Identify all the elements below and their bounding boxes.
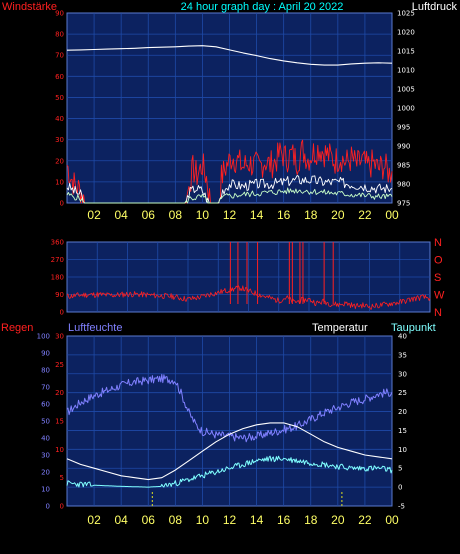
hour-tick-label: 14 [250, 208, 264, 222]
wind-low-line [66, 187, 393, 204]
dewpoint-line [66, 455, 393, 488]
rain-axis-title: Regen [1, 322, 33, 334]
temperature-tick-label: 15 [398, 427, 407, 435]
direction-tick-label: 90 [55, 291, 64, 299]
hour-tick-label: 08 [169, 513, 183, 527]
humidity-tick-label: 60 [41, 401, 50, 409]
rain-tick-label: 25 [55, 361, 64, 369]
wind-axis-title: Windstärke [2, 1, 57, 13]
humidity-axis-title: Luftfeuchte [68, 322, 122, 334]
humidity-tick-label: 90 [41, 350, 50, 358]
wind-tick-label: 20 [55, 157, 64, 165]
humidity-tick-label: 40 [41, 435, 50, 443]
pressure-line [66, 45, 393, 66]
pressure-tick-label: 980 [397, 181, 410, 189]
temperature-tick-label: 20 [398, 408, 407, 416]
pressure-tick-label: 1005 [397, 86, 415, 94]
rain-tick-label: 10 [55, 446, 64, 454]
hour-tick-label: 00 [385, 513, 399, 527]
rain-tick-label: 30 [55, 333, 64, 341]
hour-tick-label: 22 [358, 208, 372, 222]
dewpoint-axis-title: Taupunkt [391, 322, 436, 334]
temperature-tick-label: 40 [398, 333, 407, 341]
hour-tick-label: 04 [114, 513, 128, 527]
humidity-tick-label: 30 [41, 452, 50, 460]
pressure-tick-label: 1010 [397, 67, 415, 75]
hour-tick-label: 18 [304, 208, 318, 222]
pressure-tick-label: 990 [397, 143, 410, 151]
hour-tick-label: 06 [142, 208, 156, 222]
temperature-tick-label: 25 [398, 389, 407, 397]
compass-label: O [434, 255, 443, 267]
wind-direction-line [66, 285, 431, 310]
wind-tick-label: 60 [55, 73, 64, 81]
temperature-tick-label: 10 [398, 446, 407, 454]
hour-tick-label: 08 [169, 208, 183, 222]
pressure-tick-label: 995 [397, 124, 410, 132]
hour-tick-label: 22 [358, 513, 372, 527]
compass-label: N [434, 237, 442, 249]
hour-tick-label: 16 [277, 208, 291, 222]
humidity-line [66, 373, 393, 443]
humidity-tick-label: 100 [37, 333, 50, 341]
hour-tick-label: 18 [304, 513, 318, 527]
wind-tick-label: 50 [55, 94, 64, 102]
rain-tick-label: 5 [60, 474, 64, 482]
humidity-tick-label: 10 [41, 486, 50, 494]
temperature-line [66, 422, 393, 481]
compass-label: S [434, 272, 441, 284]
pressure-tick-label: 1025 [397, 10, 415, 18]
humidity-tick-label: 20 [41, 469, 50, 477]
direction-tick-label: 180 [51, 274, 64, 282]
wind-tick-label: 40 [55, 115, 64, 123]
rain-tick-label: 0 [60, 503, 64, 511]
rain-tick-label: 20 [55, 389, 64, 397]
hour-tick-label: 02 [87, 513, 101, 527]
pressure-tick-label: 985 [397, 162, 410, 170]
wind-tick-label: 70 [55, 52, 64, 60]
pressure-tick-label: 1015 [397, 48, 415, 56]
hour-tick-label: 14 [250, 513, 264, 527]
temperature-tick-label: -5 [398, 503, 405, 511]
wind-tick-label: 0 [60, 200, 64, 208]
hour-tick-label: 06 [142, 513, 156, 527]
hour-tick-label: 02 [87, 208, 101, 222]
humidity-tick-label: 70 [41, 384, 50, 392]
wind-tick-label: 10 [55, 178, 64, 186]
hour-tick-label: 10 [196, 208, 210, 222]
direction-tick-label: 360 [51, 239, 64, 247]
hour-tick-label: 10 [196, 513, 210, 527]
temperature-tick-label: 30 [398, 370, 407, 378]
hour-tick-label: 20 [331, 208, 345, 222]
chart-title: 24 hour graph day : April 20 2022 [181, 1, 344, 13]
rain-tick-label: 15 [55, 418, 64, 426]
hour-tick-label: 12 [223, 208, 237, 222]
compass-label: N [434, 307, 442, 319]
hour-tick-label: 12 [223, 513, 237, 527]
humidity-tick-label: 50 [41, 418, 50, 426]
hour-tick-label: 16 [277, 513, 291, 527]
hour-tick-label: 04 [114, 208, 128, 222]
hour-tick-label: 00 [385, 208, 399, 222]
humidity-tick-label: 0 [46, 503, 50, 511]
temperature-tick-label: 5 [398, 465, 402, 473]
hour-tick-label: 20 [331, 513, 345, 527]
wind-tick-label: 80 [55, 31, 64, 39]
direction-tick-label: 270 [51, 256, 64, 264]
humidity-tick-label: 80 [41, 367, 50, 375]
temperature-axis-title: Temperatur [312, 322, 368, 334]
temperature-tick-label: 35 [398, 351, 407, 359]
wind-tick-label: 90 [55, 10, 64, 18]
pressure-axis-title: Luftdruck [412, 1, 458, 13]
compass-label: W [434, 290, 445, 302]
temperature-tick-label: 0 [398, 484, 402, 492]
pressure-tick-label: 1020 [397, 29, 415, 37]
direction-tick-label: 0 [60, 309, 64, 317]
pressure-tick-label: 975 [397, 200, 410, 208]
wind-tick-label: 30 [55, 136, 64, 144]
pressure-tick-label: 1000 [397, 105, 415, 113]
